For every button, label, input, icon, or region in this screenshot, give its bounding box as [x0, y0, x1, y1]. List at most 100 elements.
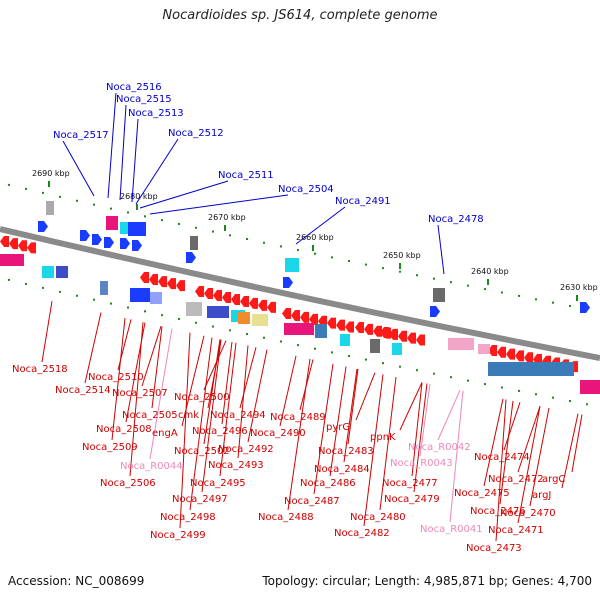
guide-dot	[382, 362, 384, 365]
leader-line	[131, 118, 139, 203]
leader-line	[517, 406, 541, 473]
guide-dot	[450, 376, 452, 379]
leader-line	[129, 322, 144, 477]
kbp-label: 2680 kbp	[120, 192, 158, 201]
guide-dot	[399, 365, 401, 368]
gene-block	[478, 344, 490, 354]
gene-arrow	[213, 289, 222, 301]
guide-dot	[416, 274, 418, 277]
guide-dot	[42, 191, 44, 194]
gene-arrow	[240, 295, 249, 307]
leader-line	[141, 326, 162, 387]
gene-label-top: Noca_2513	[128, 108, 184, 119]
guide-dot	[229, 329, 231, 332]
gene-arrow	[506, 348, 515, 360]
gene-arrow	[132, 240, 142, 251]
gene-label-bottom: Noca_2492	[218, 444, 274, 455]
guide-dot	[450, 281, 452, 284]
gene-label-bottom: Noca_2475	[454, 488, 510, 499]
guide-dot	[382, 267, 384, 270]
gene-arrow	[9, 238, 18, 250]
gene-arrow	[222, 291, 231, 303]
gene-arrow	[515, 350, 524, 362]
gene-label-bottom: Noca_2493	[208, 460, 264, 471]
gene-block	[284, 323, 314, 335]
gene-label-bottom: Noca_2508	[96, 424, 152, 435]
guide-dot	[331, 351, 333, 354]
gene-arrow	[364, 323, 373, 335]
gene-arrow	[355, 322, 364, 333]
gene-arrow	[186, 252, 196, 263]
gene-label-bottom: Noca_2514	[55, 385, 111, 396]
guide-dot	[416, 369, 418, 372]
gene-label-bottom: pyrG	[326, 422, 350, 433]
gene-label-bottom: Noca_2499	[150, 530, 206, 541]
leader-line	[399, 382, 423, 431]
gene-block	[46, 201, 54, 215]
leader-line	[295, 206, 346, 245]
gene-arrow	[282, 308, 291, 319]
guide-dot	[263, 241, 265, 244]
gene-label-bottom: Noca_2487	[284, 496, 340, 507]
gene-arrow	[195, 286, 204, 297]
gene-block	[128, 222, 146, 236]
kbp-tick	[312, 245, 314, 251]
gene-arrow	[336, 319, 345, 331]
kbp-label: 2630 kbp	[560, 283, 598, 292]
gene-arrow	[38, 221, 48, 232]
guide-dot	[76, 294, 78, 297]
leader-line	[503, 402, 521, 451]
gene-block	[315, 324, 327, 338]
guide-dot	[280, 340, 282, 343]
gene-arrow	[327, 317, 336, 329]
gene-label-bottom: Noca_R0044	[120, 461, 183, 472]
gene-arrow	[249, 297, 258, 309]
guide-dot	[314, 252, 316, 255]
leader-line	[151, 326, 163, 409]
leader-line	[149, 328, 173, 460]
gene-block	[580, 380, 600, 394]
leader-line	[411, 382, 423, 477]
guide-dot	[110, 207, 112, 210]
gene-label-bottom: Noca_2482	[334, 528, 390, 539]
gene-block	[340, 334, 350, 346]
leader-line	[203, 339, 221, 445]
leader-line	[495, 399, 507, 542]
gene-arrow	[407, 332, 416, 344]
leader-line	[499, 400, 514, 505]
guide-dot	[280, 245, 282, 248]
gene-label-bottom: Noca_2489	[270, 412, 326, 423]
guide-dot	[93, 203, 95, 206]
gene-block	[252, 314, 268, 326]
topology-text: Topology: circular; Length: 4,985,871 bp…	[262, 574, 592, 588]
gene-label-bottom: Noca_2472	[488, 474, 544, 485]
leader-line	[149, 194, 289, 215]
gene-arrow	[380, 327, 389, 338]
guide-dot	[484, 383, 486, 386]
guide-dot	[178, 222, 180, 225]
gene-label-bottom: Noca_2518	[12, 364, 68, 375]
gene-label-bottom: Noca_2479	[384, 494, 440, 505]
kbp-label: 2660 kbp	[296, 233, 334, 242]
leader-line	[135, 138, 179, 205]
leader-line	[437, 224, 445, 275]
guide-dot	[348, 259, 350, 262]
gene-block	[0, 254, 24, 266]
gene-label-bottom: Noca_R0041	[420, 524, 483, 535]
leader-line	[437, 390, 461, 441]
kbp-tick	[136, 204, 138, 210]
leader-line	[355, 372, 376, 421]
gene-arrow	[398, 330, 407, 342]
gene-arrow	[430, 306, 440, 317]
guide-dot	[212, 230, 214, 233]
kbp-tick	[224, 225, 226, 231]
leader-line	[41, 301, 53, 363]
gene-block	[190, 236, 198, 250]
gene-arrow	[0, 236, 9, 247]
kbp-label: 2640 kbp	[471, 267, 509, 276]
gene-features	[0, 201, 600, 394]
gene-arrow	[176, 280, 185, 292]
gene-arrow	[373, 325, 382, 337]
kbp-label: 2670 kbp	[208, 213, 246, 222]
